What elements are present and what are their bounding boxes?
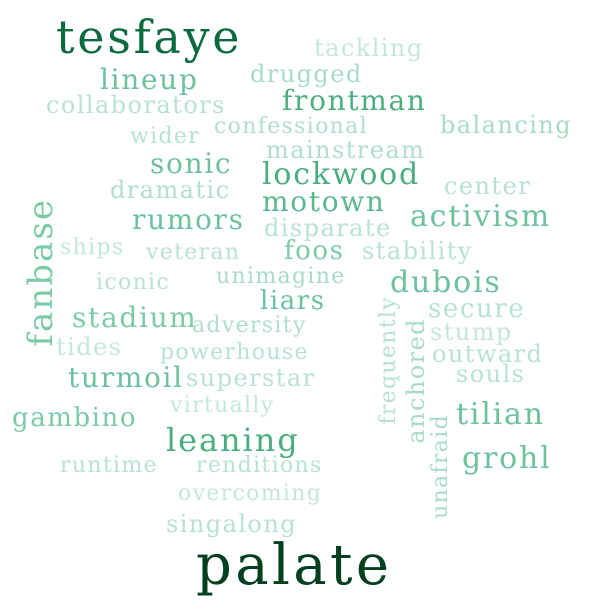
word-activism: activism [410, 199, 552, 234]
word-liars: liars [260, 286, 326, 316]
word-virtually: virtually [170, 393, 275, 418]
word-fanbase: fanbase [21, 198, 61, 347]
word-superstar: superstar [186, 364, 316, 392]
word-runtime: runtime [60, 453, 158, 478]
word-leaning: leaning [166, 421, 300, 459]
word-overcoming: overcoming [178, 481, 323, 506]
word-iconic: iconic [96, 270, 171, 295]
word-sonic: sonic [150, 147, 233, 180]
word-ships: ships [60, 235, 125, 260]
word-confessional: confessional [214, 114, 368, 139]
word-lineup: lineup [100, 63, 199, 96]
word-center: center [444, 172, 532, 200]
word-tides: tides [56, 333, 123, 361]
word-tackling: tackling [314, 34, 424, 62]
word-anchored: anchored [402, 318, 430, 444]
word-veteran: veteran [146, 240, 241, 265]
word-motown: motown [262, 185, 386, 218]
word-frontman: frontman [282, 84, 427, 117]
word-mainstream: mainstream [266, 136, 426, 164]
word-unafraid: unafraid [428, 414, 453, 519]
word-wider: wider [130, 124, 201, 149]
word-secure: secure [428, 294, 526, 324]
word-gambino: gambino [12, 403, 138, 433]
word-unimagine: unimagine [216, 264, 346, 289]
word-stump: stump [430, 318, 513, 346]
word-lockwood: lockwood [262, 157, 421, 192]
word-dramatic: dramatic [110, 176, 231, 204]
word-palate: palate [196, 533, 393, 598]
word-turmoil: turmoil [68, 361, 184, 394]
word-powerhouse: powerhouse [160, 340, 309, 365]
word-drugged: drugged [250, 60, 363, 88]
word-grohl: grohl [462, 441, 552, 476]
word-collaborators: collaborators [46, 91, 226, 119]
word-rumors: rumors [132, 203, 245, 236]
word-singalong: singalong [166, 510, 298, 538]
word-stadium: stadium [72, 301, 198, 334]
word-tilian: tilian [456, 397, 545, 432]
word-disparate: disparate [264, 214, 392, 242]
word-frequently: frequently [376, 296, 401, 425]
word-tesfaye: tesfaye [56, 10, 243, 64]
word-souls: souls [456, 360, 526, 388]
word-outward: outward [432, 340, 544, 368]
word-balancing: balancing [440, 111, 573, 139]
word-foos: foos [284, 236, 345, 266]
word-adversity: adversity [192, 313, 307, 338]
word-dubois: dubois [390, 265, 502, 300]
word-stability: stability [362, 237, 473, 265]
word-renditions: renditions [196, 453, 323, 478]
